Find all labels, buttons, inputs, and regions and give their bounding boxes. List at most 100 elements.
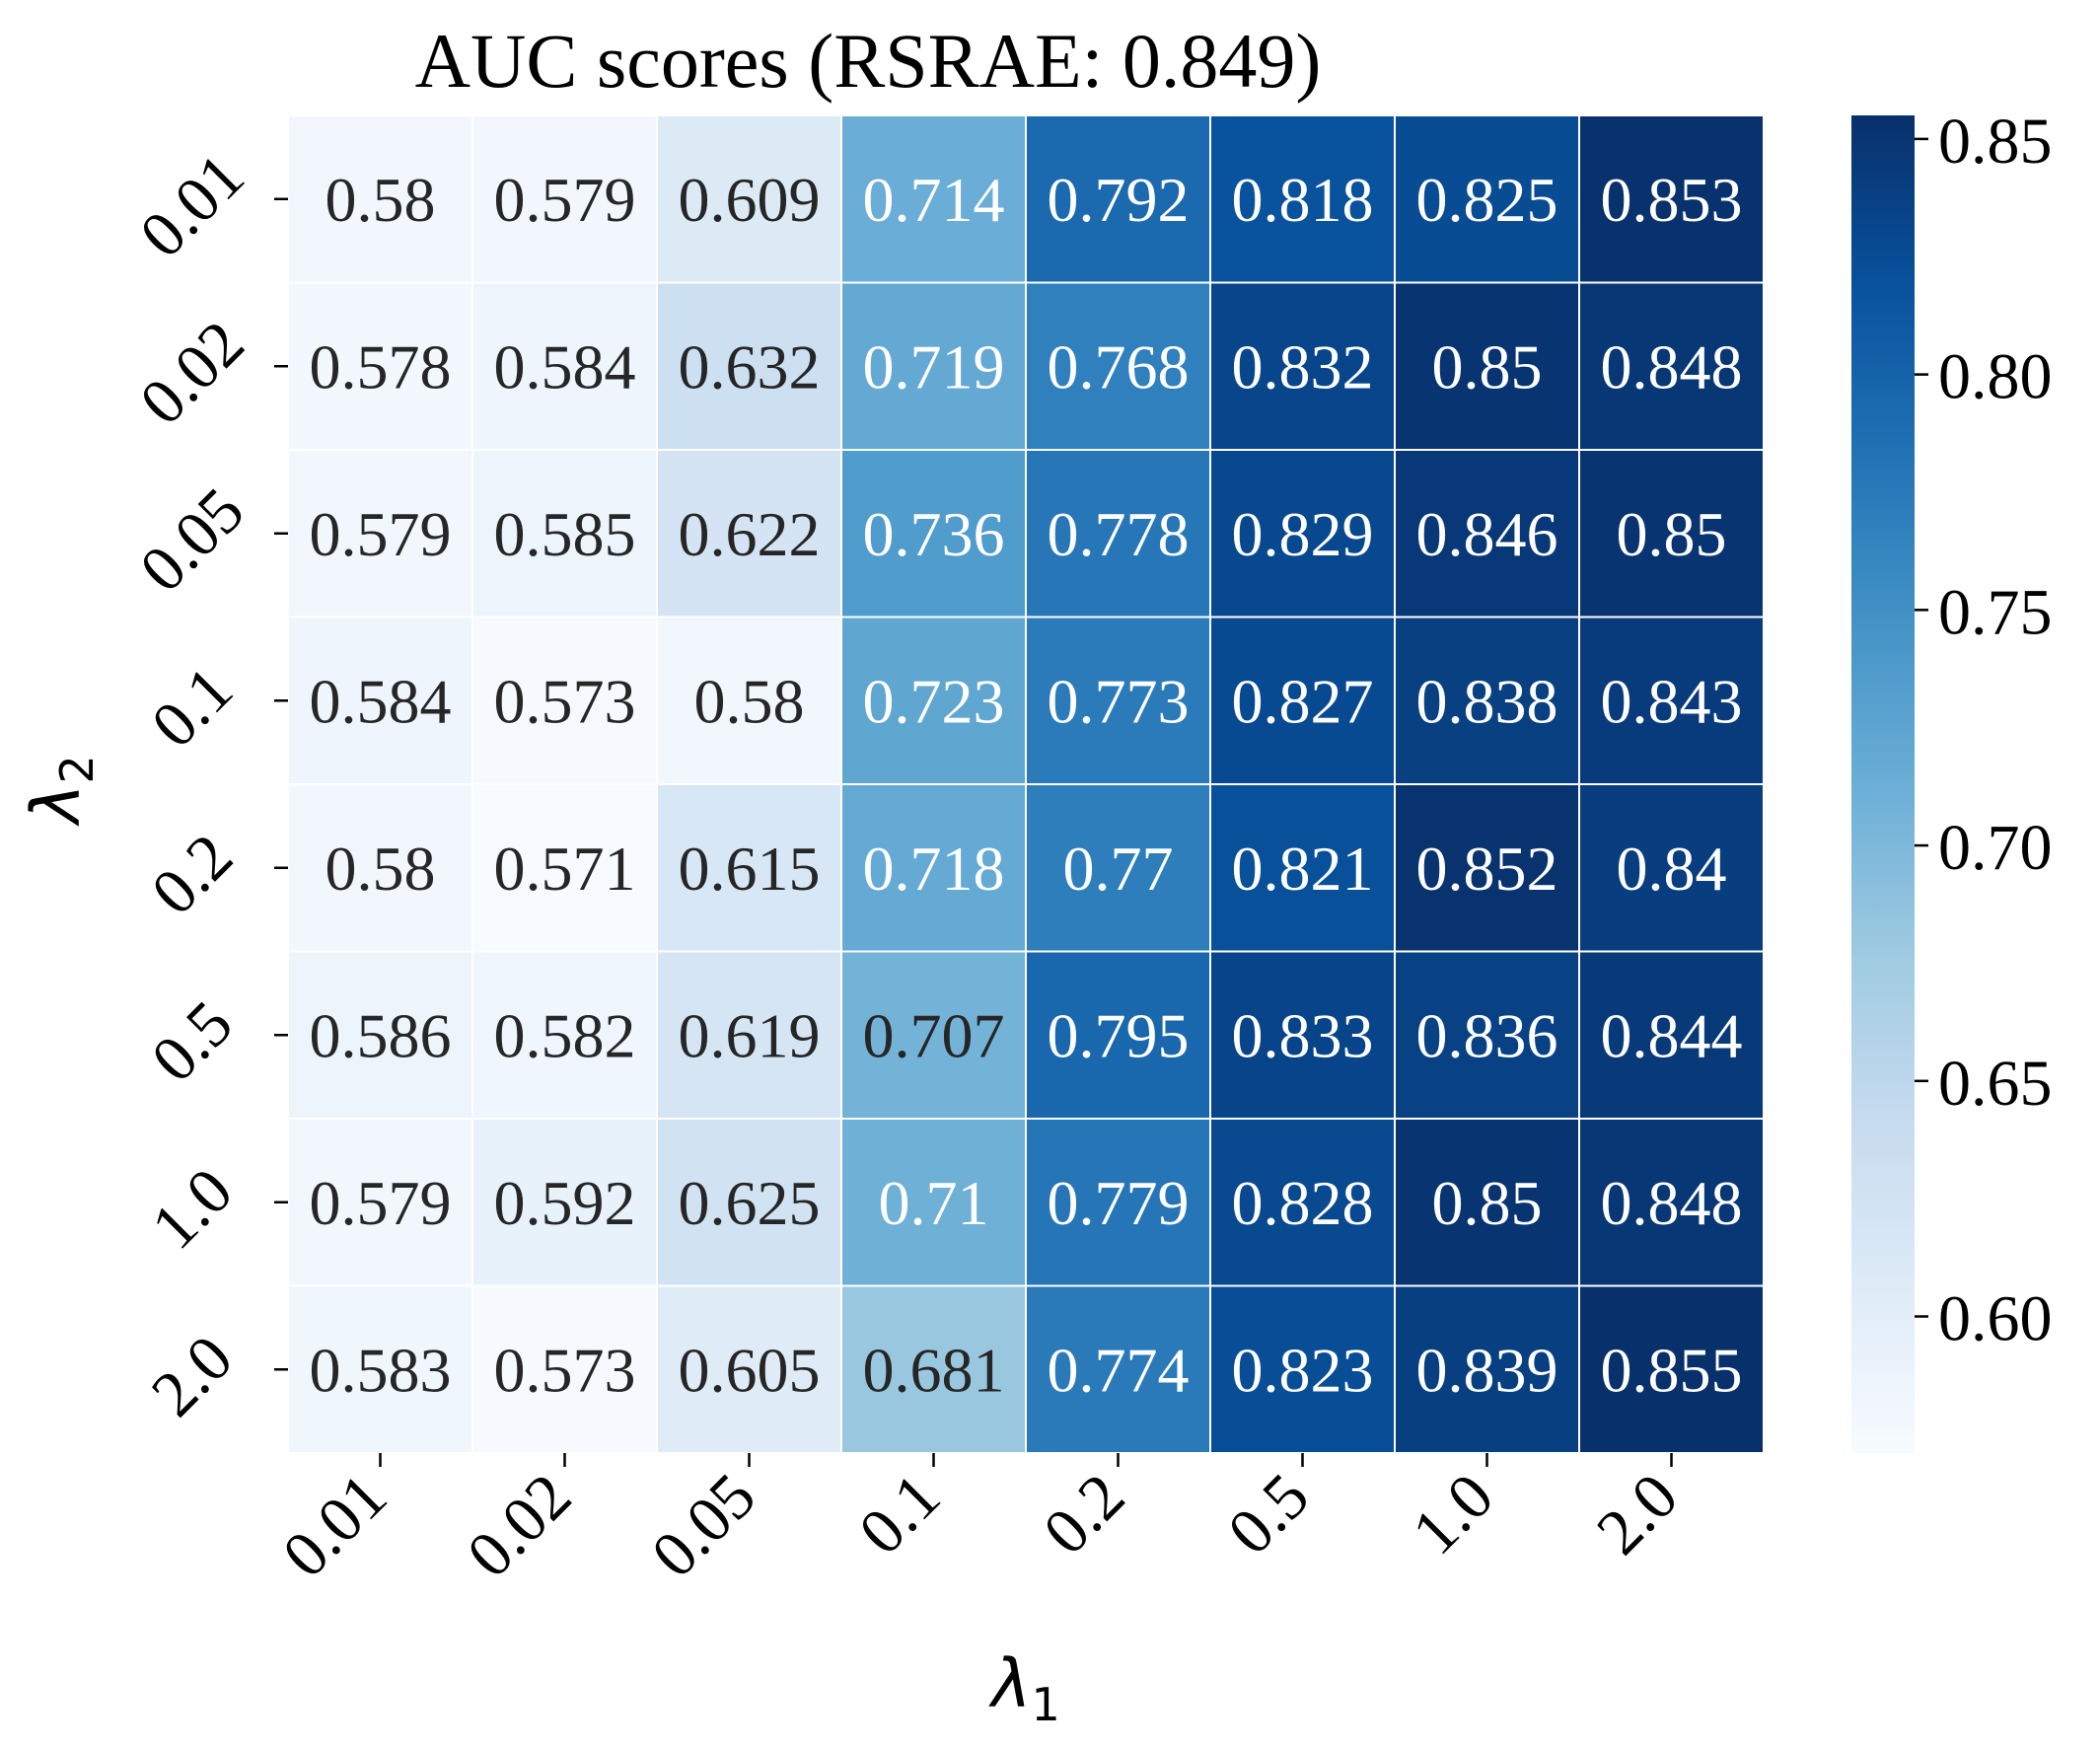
cell-value-label: 0.855 [1601, 1335, 1743, 1405]
cell-value-label: 0.821 [1232, 834, 1374, 904]
heatmap-cell [1394, 1118, 1580, 1287]
heatmap-cell [1209, 1118, 1396, 1287]
cell-value-label: 0.853 [1601, 165, 1743, 235]
cell-value-label: 0.736 [863, 499, 1005, 569]
heatmap-cell [656, 616, 842, 785]
colorbar-tick-label: 0.60 [1938, 1283, 2053, 1355]
heatmap-cell [1209, 783, 1396, 953]
cell-value-label: 0.714 [863, 165, 1005, 235]
heatmap-cell [1578, 783, 1765, 953]
heatmap-cell [1578, 950, 1765, 1120]
heatmap-cell [1025, 1284, 1211, 1454]
heatmap-cell [1394, 449, 1580, 619]
cell-value-label: 0.579 [310, 1168, 452, 1238]
colorbar-ticks: 0.60 0.65 0.70 0.75 0.80 0.85 [1915, 106, 2053, 1355]
x-tick-label: 0.01 [269, 1460, 400, 1591]
colorbar-tick-label: 0.65 [1938, 1048, 2053, 1120]
cell-value-label: 0.605 [679, 1335, 821, 1405]
cell-value-label: 0.839 [1416, 1335, 1558, 1405]
heatmap-cell [471, 449, 658, 619]
y-tick-label: 0.02 [126, 307, 257, 438]
cell-value-label: 0.615 [679, 834, 821, 904]
heatmap-cell [471, 114, 658, 284]
y-tick-label: 0.1 [138, 653, 247, 762]
cell-value-label: 0.58 [326, 165, 436, 235]
cell-value-label: 0.848 [1601, 331, 1743, 401]
cell-value-label: 0.85 [1432, 331, 1543, 401]
y-tick-label: 2.0 [138, 1322, 247, 1430]
x-axis-label-symbol: λ [988, 1645, 1031, 1723]
heatmap-cell [287, 1118, 473, 1287]
x-tick-label: 2.0 [1583, 1460, 1692, 1568]
y-axis-label-symbol: λ [18, 784, 96, 827]
x-tick-label: 0.05 [638, 1460, 769, 1591]
heatmap-cell [1394, 616, 1580, 785]
cell-value-label: 0.579 [494, 165, 636, 235]
cell-value-label: 0.723 [863, 666, 1005, 736]
cell-value-label: 0.823 [1232, 1335, 1374, 1405]
cell-value-label: 0.773 [1048, 666, 1190, 736]
heatmap-cell [1394, 950, 1580, 1120]
heatmap-cell [1394, 783, 1580, 953]
cell-value-label: 0.583 [310, 1335, 452, 1405]
heatmap-cell [1025, 616, 1211, 785]
x-tick-label: 0.02 [454, 1460, 585, 1591]
heatmap-cell [471, 1118, 658, 1287]
cell-value-label: 0.846 [1416, 499, 1558, 569]
cell-value-label: 0.85 [1432, 1168, 1543, 1238]
cell-value-label: 0.828 [1232, 1168, 1374, 1238]
heatmap-cell [1209, 449, 1396, 619]
heatmap-cell [1578, 114, 1765, 284]
cell-value-label: 0.719 [863, 331, 1005, 401]
heatmap-cell [1025, 783, 1211, 953]
heatmap-cell [656, 1118, 842, 1287]
y-tick-label: 1.0 [138, 1155, 247, 1264]
cell-value-label: 0.768 [1048, 331, 1190, 401]
heatmap-cell [656, 449, 842, 619]
heatmap-cell [840, 616, 1027, 785]
cell-value-label: 0.836 [1416, 1000, 1558, 1070]
heatmap-cell [1209, 950, 1396, 1120]
chart-title: AUC scores (RSRAE: 0.849) [415, 18, 1322, 104]
cell-value-label: 0.58 [326, 834, 436, 904]
heatmap-cell [656, 950, 842, 1120]
cell-value-label: 0.584 [494, 331, 636, 401]
cell-value-label: 0.707 [863, 1000, 1005, 1070]
cell-value-label: 0.85 [1617, 499, 1727, 569]
cell-value-label: 0.818 [1232, 165, 1374, 235]
x-tick-label: 1.0 [1399, 1460, 1507, 1568]
heatmap-cell [1578, 281, 1765, 451]
heatmap-cell [656, 1284, 842, 1454]
cell-value-label: 0.571 [494, 834, 636, 904]
cell-value-label: 0.622 [679, 499, 821, 569]
cell-value-label: 0.792 [1048, 165, 1190, 235]
heatmap-cell [840, 281, 1027, 451]
y-axis-label: λ2 [18, 755, 104, 827]
cell-value-label: 0.827 [1232, 666, 1374, 736]
colorbar-tick-label: 0.85 [1938, 106, 2053, 178]
cell-value-label: 0.625 [679, 1168, 821, 1238]
colorbar-tick-label: 0.80 [1938, 341, 2053, 413]
cell-value-label: 0.573 [494, 666, 636, 736]
x-tick-label: 0.1 [845, 1460, 954, 1568]
cell-value-label: 0.795 [1048, 1000, 1190, 1070]
cell-value-label: 0.579 [310, 499, 452, 569]
cell-value-label: 0.632 [679, 331, 821, 401]
x-tick-label: 0.5 [1214, 1460, 1323, 1568]
cell-value-label: 0.586 [310, 1000, 452, 1070]
x-axis-label-subscript: 1 [1031, 1678, 1059, 1731]
heatmap-cell [1578, 1284, 1765, 1454]
heatmap-cell [1578, 1118, 1765, 1287]
heatmap-cell [1025, 1118, 1211, 1287]
cell-value-label: 0.852 [1416, 834, 1558, 904]
y-axis-label-subscript: 2 [50, 755, 104, 783]
y-tick-label: 0.5 [138, 987, 247, 1096]
heatmap-cell [1025, 114, 1211, 284]
cell-value-label: 0.825 [1416, 165, 1558, 235]
y-tick-label: 0.2 [138, 821, 247, 929]
y-tick-label: 0.05 [126, 474, 257, 606]
heatmap-cell [1025, 950, 1211, 1120]
cell-value-label: 0.592 [494, 1168, 636, 1238]
cell-value-label: 0.573 [494, 1335, 636, 1405]
